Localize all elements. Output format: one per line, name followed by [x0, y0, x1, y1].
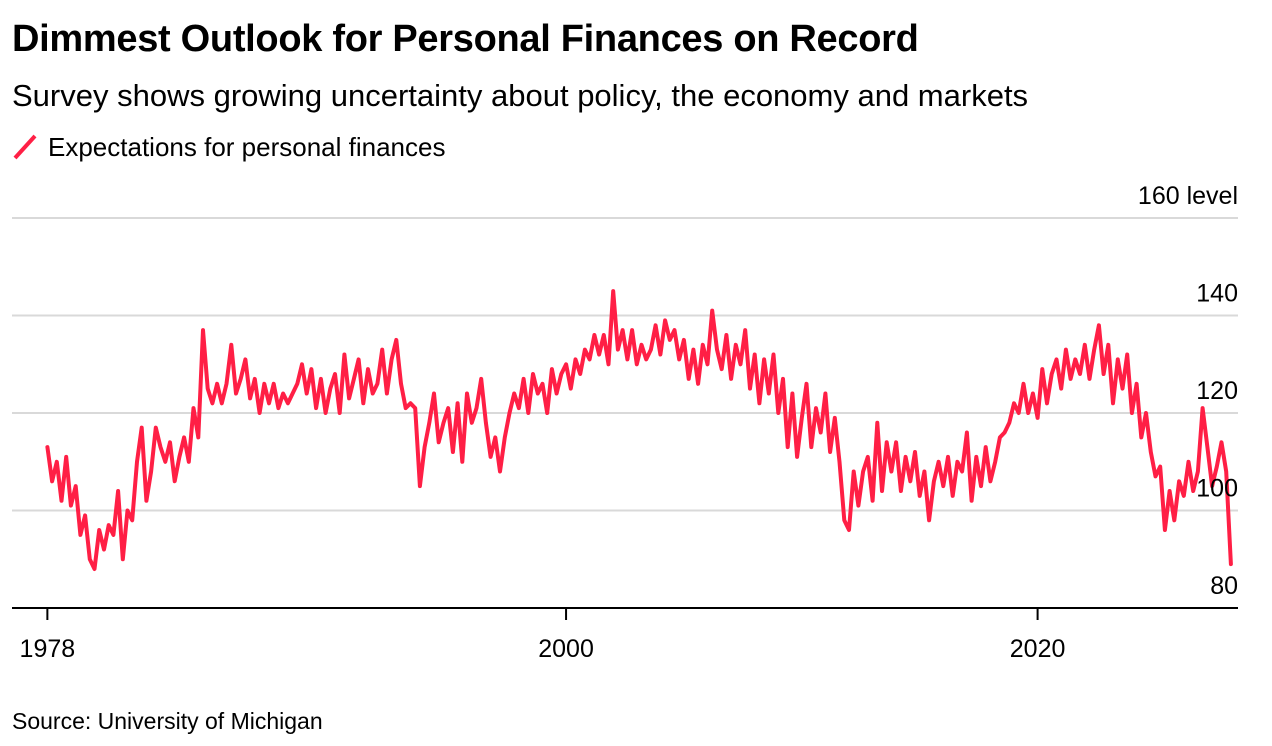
- x-tick-label-1978: 1978: [20, 635, 76, 663]
- source-note: Source: University of Michigan: [12, 708, 323, 734]
- y-tick-label-120: 120: [1196, 377, 1238, 405]
- x-axis: [12, 607, 1238, 620]
- y-tick-label-100: 100: [1196, 475, 1238, 503]
- chart-subtitle: Survey shows growing uncertainty about p…: [12, 78, 1029, 113]
- series-layer: [45, 289, 1233, 571]
- chart-title: Dimmest Outlook for Personal Finances on…: [12, 18, 919, 60]
- y-tick-label-80: 80: [1210, 572, 1238, 600]
- series-line-0: [45, 289, 1233, 571]
- tick-labels: 160 level 140 120 100 80 1978 2000 2020: [20, 182, 1238, 663]
- legend-swatch: [13, 134, 37, 160]
- legend: Expectations for personal finances: [12, 130, 445, 164]
- gridlines: [12, 217, 1238, 512]
- x-tick-label-2000: 2000: [538, 635, 594, 663]
- y-tick-label-160: 160 level: [1138, 182, 1238, 210]
- x-tick-label-2020: 2020: [1010, 635, 1066, 663]
- y-tick-label-140: 140: [1196, 280, 1238, 308]
- legend-swatch-line: [13, 134, 37, 160]
- legend-label: Expectations for personal finances: [48, 131, 446, 162]
